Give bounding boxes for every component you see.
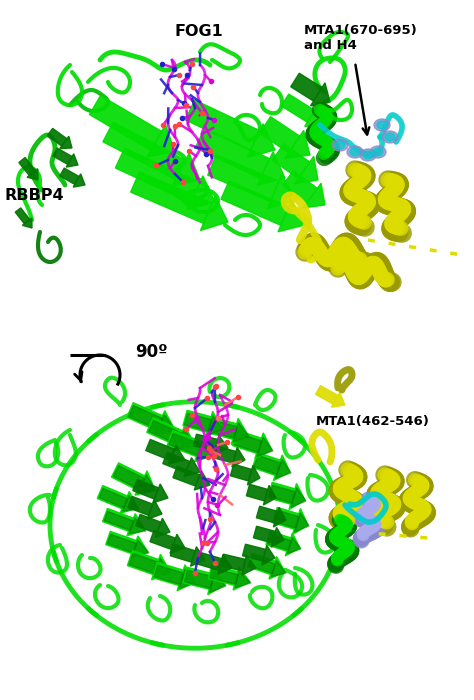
- Polygon shape: [150, 531, 175, 550]
- Polygon shape: [111, 463, 145, 490]
- Polygon shape: [184, 413, 211, 431]
- Polygon shape: [146, 125, 175, 157]
- Polygon shape: [273, 508, 286, 527]
- Polygon shape: [128, 496, 153, 515]
- Polygon shape: [183, 567, 213, 589]
- Polygon shape: [167, 430, 202, 456]
- Polygon shape: [210, 573, 226, 592]
- Ellipse shape: [373, 148, 383, 156]
- Polygon shape: [135, 471, 155, 495]
- Polygon shape: [310, 83, 330, 106]
- Polygon shape: [206, 412, 222, 438]
- Polygon shape: [27, 169, 38, 180]
- Polygon shape: [168, 445, 185, 464]
- Polygon shape: [148, 421, 182, 444]
- Polygon shape: [133, 480, 159, 499]
- Polygon shape: [331, 392, 345, 407]
- Polygon shape: [217, 554, 232, 574]
- Text: MTA1(670-695)
and H4: MTA1(670-695) and H4: [304, 24, 418, 52]
- Polygon shape: [303, 183, 325, 208]
- Polygon shape: [153, 562, 183, 585]
- Ellipse shape: [350, 148, 360, 156]
- Ellipse shape: [347, 146, 363, 158]
- Polygon shape: [267, 534, 292, 550]
- Polygon shape: [208, 416, 223, 435]
- Polygon shape: [73, 174, 85, 187]
- Polygon shape: [201, 196, 228, 230]
- Polygon shape: [283, 171, 318, 203]
- Polygon shape: [19, 158, 36, 176]
- Polygon shape: [247, 124, 275, 158]
- Polygon shape: [136, 514, 161, 533]
- Polygon shape: [292, 508, 308, 535]
- Polygon shape: [316, 386, 338, 404]
- Polygon shape: [102, 508, 134, 531]
- Polygon shape: [130, 536, 148, 559]
- Polygon shape: [152, 554, 170, 580]
- Polygon shape: [184, 570, 213, 588]
- Polygon shape: [90, 95, 162, 150]
- Polygon shape: [147, 418, 182, 445]
- Polygon shape: [231, 419, 248, 444]
- Polygon shape: [271, 527, 284, 547]
- Polygon shape: [305, 106, 325, 126]
- Polygon shape: [53, 148, 72, 164]
- Polygon shape: [247, 466, 260, 485]
- Polygon shape: [257, 152, 285, 186]
- Polygon shape: [268, 482, 295, 504]
- Polygon shape: [287, 538, 301, 554]
- Polygon shape: [291, 488, 306, 508]
- Polygon shape: [233, 430, 262, 454]
- Polygon shape: [172, 153, 200, 186]
- Polygon shape: [185, 100, 260, 150]
- Polygon shape: [274, 510, 299, 528]
- Polygon shape: [113, 466, 145, 489]
- Polygon shape: [259, 117, 300, 153]
- Polygon shape: [273, 455, 290, 481]
- Polygon shape: [163, 452, 190, 472]
- Polygon shape: [129, 553, 159, 574]
- Polygon shape: [194, 471, 210, 490]
- Polygon shape: [120, 491, 138, 513]
- Ellipse shape: [360, 149, 376, 161]
- Polygon shape: [137, 475, 156, 493]
- Polygon shape: [187, 176, 215, 210]
- Polygon shape: [104, 511, 134, 531]
- Polygon shape: [155, 518, 170, 538]
- Polygon shape: [197, 440, 216, 460]
- Ellipse shape: [377, 121, 387, 129]
- Polygon shape: [281, 94, 315, 122]
- Polygon shape: [253, 452, 280, 475]
- Polygon shape: [60, 168, 79, 184]
- Polygon shape: [176, 430, 196, 448]
- Text: RBBP4: RBBP4: [4, 188, 64, 202]
- Polygon shape: [193, 434, 218, 451]
- Polygon shape: [196, 552, 222, 570]
- Polygon shape: [208, 568, 225, 595]
- Polygon shape: [177, 565, 195, 591]
- Polygon shape: [122, 496, 139, 511]
- Polygon shape: [210, 568, 238, 584]
- Polygon shape: [66, 154, 78, 167]
- Text: MTA1(462-546): MTA1(462-546): [316, 416, 430, 428]
- Polygon shape: [264, 485, 276, 505]
- Polygon shape: [169, 433, 202, 456]
- Ellipse shape: [363, 151, 373, 159]
- Polygon shape: [272, 144, 310, 178]
- Polygon shape: [156, 414, 176, 433]
- Polygon shape: [107, 534, 137, 553]
- Polygon shape: [154, 559, 171, 578]
- Polygon shape: [194, 436, 215, 462]
- Polygon shape: [146, 440, 174, 461]
- Polygon shape: [115, 148, 200, 203]
- Polygon shape: [210, 420, 237, 438]
- Polygon shape: [22, 218, 32, 228]
- Polygon shape: [246, 484, 268, 501]
- Polygon shape: [147, 500, 162, 519]
- Polygon shape: [214, 435, 228, 455]
- Polygon shape: [153, 484, 168, 503]
- Polygon shape: [47, 128, 67, 146]
- Ellipse shape: [370, 146, 386, 158]
- Polygon shape: [254, 526, 275, 543]
- Polygon shape: [213, 446, 236, 463]
